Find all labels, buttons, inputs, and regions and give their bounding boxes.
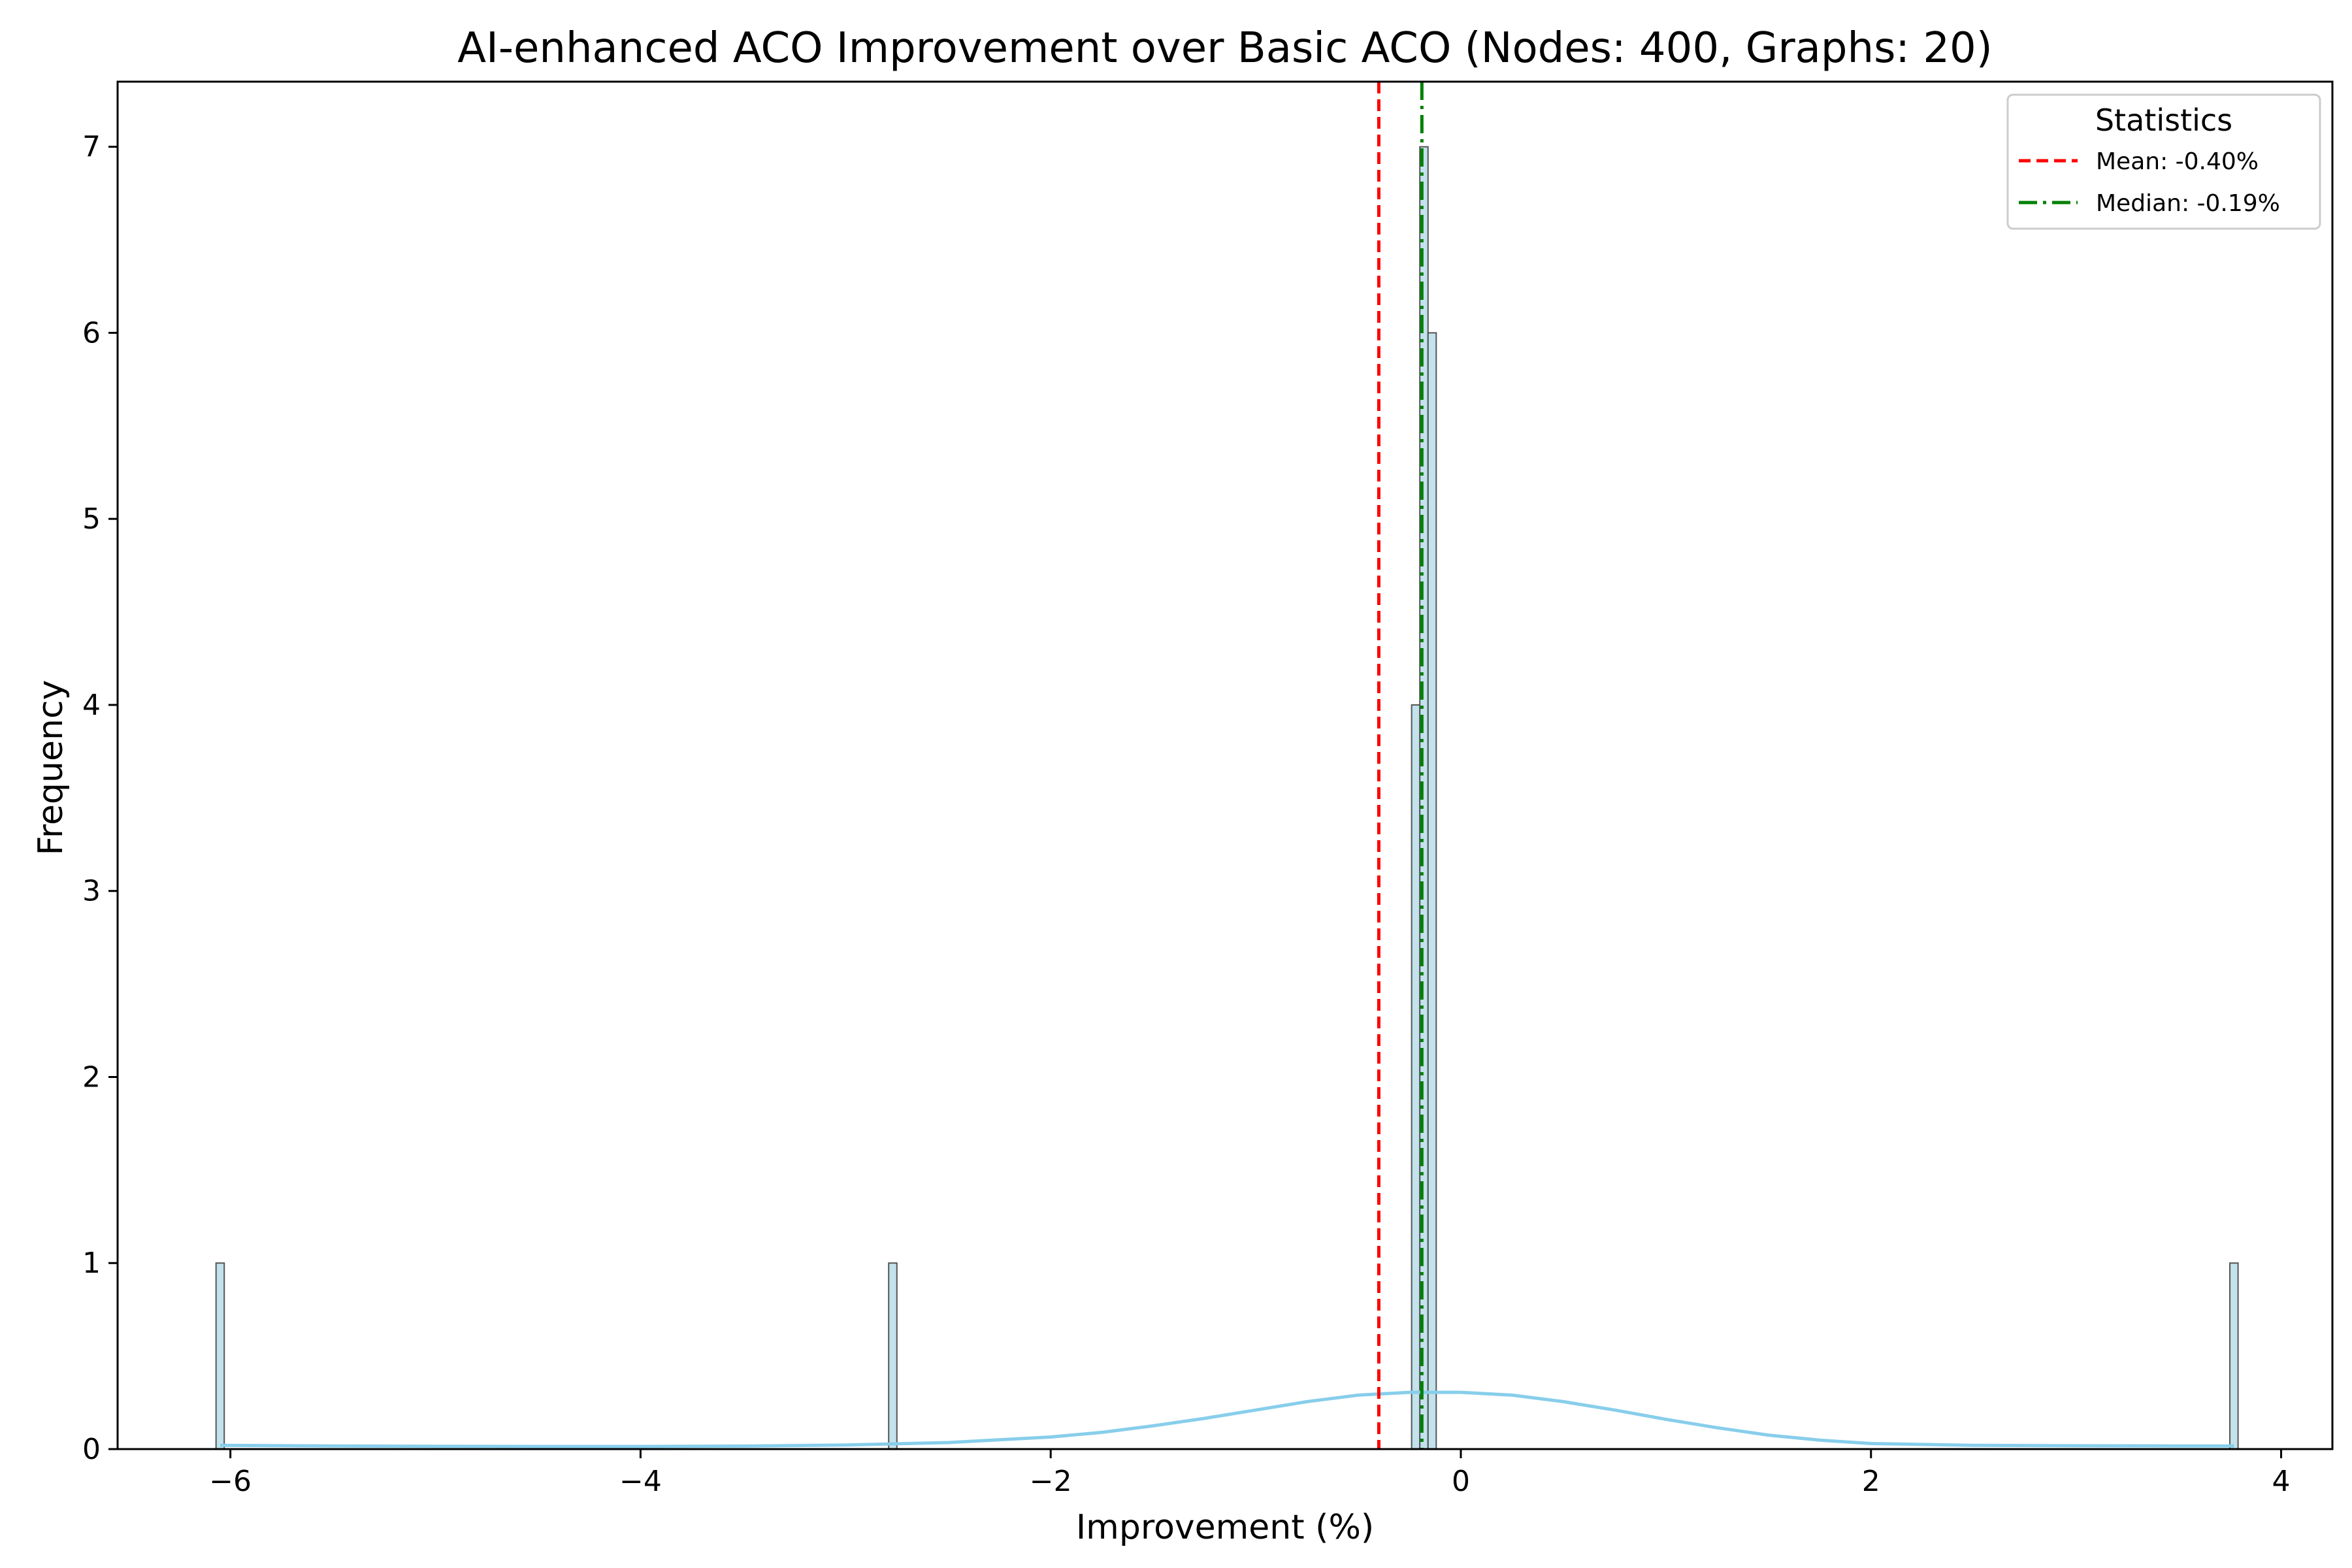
y-tick-label: 4 (82, 689, 101, 722)
plot-frame (116, 80, 2334, 1450)
y-tick-label: 5 (82, 502, 101, 536)
plot-area: −6 −4 −2 0 2 4 0 1 2 3 4 5 6 7 (82, 80, 2334, 1498)
y-tick-label: 7 (82, 131, 101, 164)
x-tick-label: 0 (1452, 1465, 1470, 1498)
histogram-bar-0 (215, 1262, 225, 1450)
histogram-bar-5 (2229, 1262, 2239, 1450)
x-tick-label: −6 (209, 1465, 252, 1498)
legend: Statistics Mean: -0.40% Median: -0.19% (2006, 93, 2321, 230)
y-axis-label: Frequency (31, 680, 71, 856)
y-tick-label: 1 (82, 1247, 101, 1280)
y-tick-label: 2 (82, 1060, 101, 1094)
histogram-bar-4 (1427, 332, 1437, 1450)
legend-title: Statistics (2095, 103, 2232, 138)
legend-mean-label: Mean: -0.40% (2096, 148, 2259, 175)
x-tick-label: 2 (1862, 1465, 1880, 1498)
x-tick-label: 4 (2272, 1465, 2291, 1498)
legend-box (2006, 93, 2321, 230)
y-tick-label: 6 (82, 316, 101, 350)
y-tick-label: 3 (82, 875, 101, 908)
x-tick-label: −4 (619, 1465, 662, 1498)
x-axis-label: Improvement (%) (1076, 1508, 1374, 1547)
kde-curve (220, 1390, 2234, 1448)
histogram-bar-1 (888, 1262, 898, 1450)
x-tick-label: −2 (1030, 1465, 1072, 1498)
y-tick-label: 0 (82, 1433, 101, 1466)
legend-median-label: Median: -0.19% (2096, 190, 2280, 217)
chart-title: AI-enhanced ACO Improvement over Basic A… (457, 24, 1992, 73)
histogram-bar-2 (1411, 704, 1421, 1450)
